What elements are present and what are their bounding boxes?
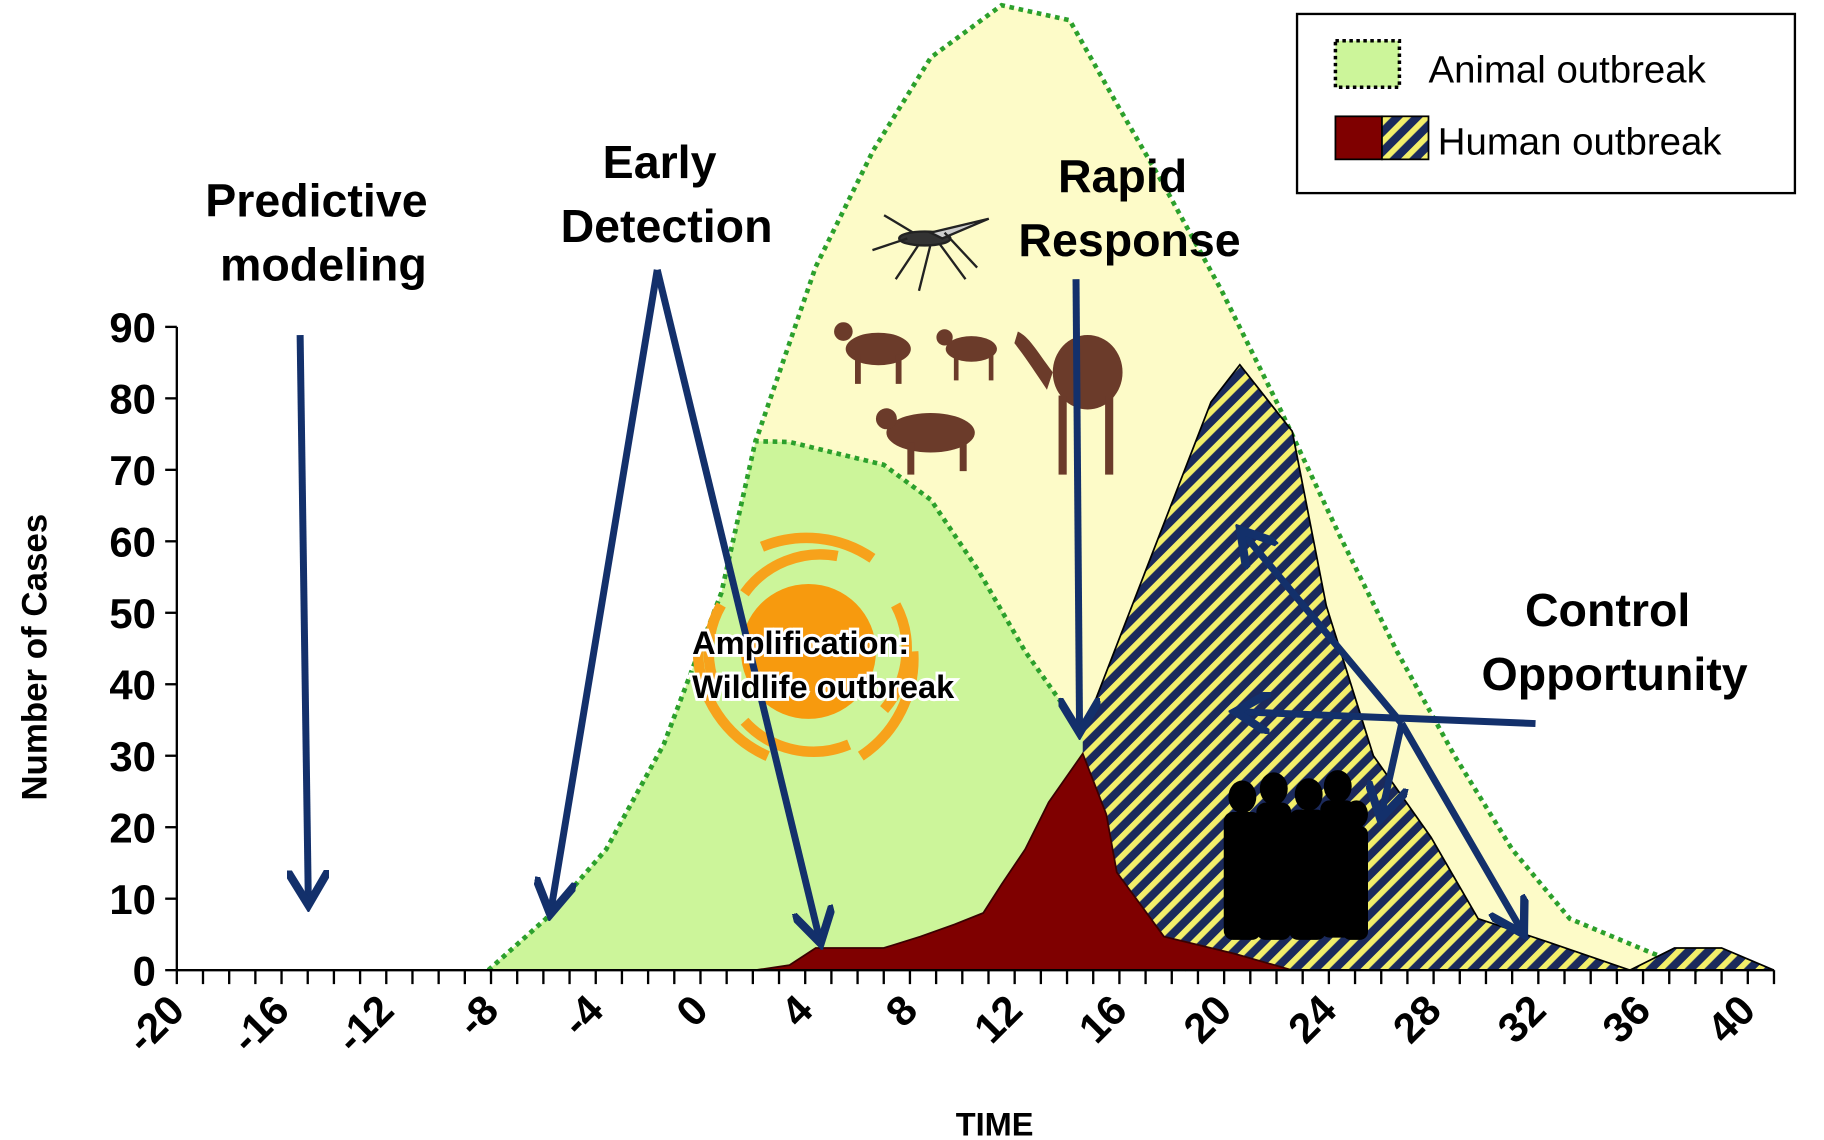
legend-label: Human outbreak xyxy=(1438,121,1723,164)
y-tick-label: 50 xyxy=(109,590,156,637)
annotation: Wildlife outbreak xyxy=(692,669,955,705)
x-tick-label: -20 xyxy=(117,986,193,1062)
legend-swatch xyxy=(1382,116,1429,159)
annotation: Response xyxy=(1018,214,1240,266)
y-axis-label: Number of Cases xyxy=(16,514,55,801)
annotation: modeling xyxy=(220,238,427,290)
annotation: Control xyxy=(1525,584,1690,636)
annotation: Early xyxy=(603,136,717,188)
annotation: Rapid xyxy=(1058,150,1187,202)
legend-swatch xyxy=(1335,116,1382,159)
x-tick-label: -12 xyxy=(327,986,403,1062)
x-tick-label: 16 xyxy=(1069,986,1135,1052)
y-tick-label: 70 xyxy=(109,447,156,494)
x-tick-label: -4 xyxy=(552,985,612,1045)
y-tick-label: 30 xyxy=(109,733,156,780)
x-axis-label: TIME xyxy=(956,1106,1034,1140)
y-tick-label: 0 xyxy=(133,947,156,994)
annotation: Opportunity xyxy=(1482,648,1748,700)
x-tick-label: 12 xyxy=(965,986,1031,1052)
y-tick-label: 60 xyxy=(109,518,156,565)
legend-label: Animal outbreak xyxy=(1428,49,1706,92)
x-tick-label: 20 xyxy=(1174,986,1240,1052)
annotation: Predictive xyxy=(205,174,427,226)
x-tick-label: -8 xyxy=(448,986,508,1046)
x-tick-label: 32 xyxy=(1488,986,1554,1052)
legend: Animal outbreak Human outbreak xyxy=(1297,14,1795,193)
x-tick-label: 40 xyxy=(1698,986,1764,1052)
x-tick-label: 28 xyxy=(1384,986,1450,1052)
arrow xyxy=(1076,279,1079,726)
arrow xyxy=(300,335,308,898)
x-tick-label: 4 xyxy=(772,985,822,1035)
chart: 0 10 20 30 40 50 60 70 80 90 -20 -16 -12 -8 -4 0 4 8 12 16 2… xyxy=(0,0,1824,1140)
x-tick-label: -16 xyxy=(222,986,298,1062)
x-tick-label: 36 xyxy=(1593,986,1659,1052)
x-tick-label: 24 xyxy=(1279,985,1346,1052)
y-tick-label: 10 xyxy=(109,876,156,923)
annotation: Detection xyxy=(561,200,773,252)
x-tick-label: 8 xyxy=(876,986,926,1036)
people-silhouettes xyxy=(1224,770,1368,940)
annotation: Amplification: xyxy=(692,625,909,661)
y-tick-label: 80 xyxy=(109,375,156,422)
y-tick-label: 90 xyxy=(109,304,156,351)
legend-swatch xyxy=(1335,41,1399,88)
y-tick-label: 20 xyxy=(109,804,156,851)
x-tick-label: 0 xyxy=(667,986,717,1036)
y-tick-label: 40 xyxy=(109,661,156,708)
